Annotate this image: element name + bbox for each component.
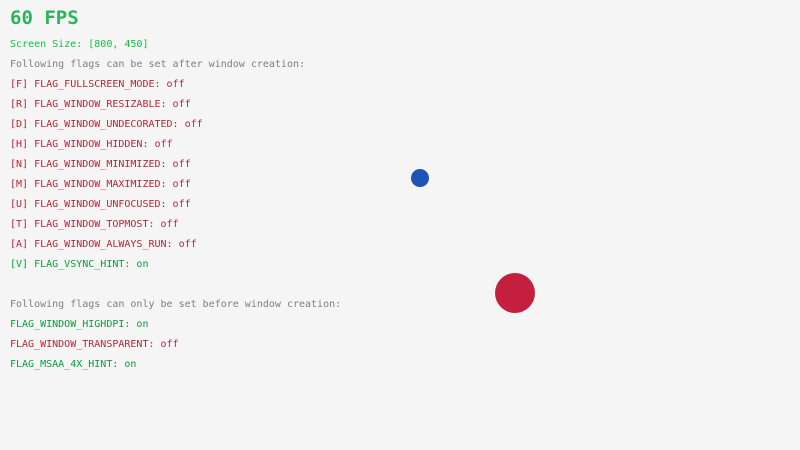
screen-size-label: Screen Size: [800, 450] (10, 39, 149, 50)
flag-state: on (124, 359, 137, 370)
flag-label: [H] FLAG_WINDOW_HIDDEN: (10, 139, 149, 150)
flag-state: on (136, 259, 149, 270)
flag-msaa-4x-hint: FLAG_MSAA_4X_HINT: on (10, 360, 136, 370)
flag-state: off (166, 79, 185, 90)
flag-state: off (160, 339, 179, 350)
flag-window-minimized: [N] FLAG_WINDOW_MINIMIZED: off (10, 160, 191, 170)
flag-window-resizable: [R] FLAG_WINDOW_RESIZABLE: off (10, 100, 191, 110)
flag-label: FLAG_WINDOW_HIGHDPI: (10, 319, 131, 330)
flag-state: off (184, 119, 203, 130)
blue-ball (411, 169, 429, 187)
flag-vsync-hint: [V] FLAG_VSYNC_HINT: on (10, 260, 148, 270)
flag-label: [A] FLAG_WINDOW_ALWAYS_RUN: (10, 239, 173, 250)
flag-state: off (172, 199, 191, 210)
flag-label: [V] FLAG_VSYNC_HINT: (10, 259, 131, 270)
flag-state: off (172, 99, 191, 110)
flag-label: [D] FLAG_WINDOW_UNDECORATED: (10, 119, 179, 130)
flag-fullscreen-mode: [F] FLAG_FULLSCREEN_MODE: off (10, 80, 185, 90)
flag-window-undecorated: [D] FLAG_WINDOW_UNDECORATED: off (10, 120, 203, 130)
flag-label: FLAG_MSAA_4X_HINT: (10, 359, 119, 370)
flag-window-transparent: FLAG_WINDOW_TRANSPARENT: off (10, 340, 179, 350)
flag-state: off (160, 219, 179, 230)
fps-counter: 60 FPS (10, 7, 79, 29)
flag-label: [T] FLAG_WINDOW_TOPMOST: (10, 219, 155, 230)
flag-window-topmost: [T] FLAG_WINDOW_TOPMOST: off (10, 220, 179, 230)
flag-window-hidden: [H] FLAG_WINDOW_HIDDEN: off (10, 140, 173, 150)
flag-label: FLAG_WINDOW_TRANSPARENT: (10, 339, 155, 350)
flag-label: [M] FLAG_WINDOW_MAXIMIZED: (10, 179, 167, 190)
section-header-after-creation: Following flags can be set after window … (10, 59, 306, 70)
flag-window-unfocused: [U] FLAG_WINDOW_UNFOCUSED: off (10, 200, 191, 210)
flag-state: on (136, 319, 149, 330)
flag-state: off (154, 139, 173, 150)
red-ball (495, 273, 535, 313)
flag-state: off (178, 239, 197, 250)
flag-window-always-run: [A] FLAG_WINDOW_ALWAYS_RUN: off (10, 240, 197, 250)
flag-label: [N] FLAG_WINDOW_MINIMIZED: (10, 159, 167, 170)
section-header-before-creation: Following flags can only be set before w… (10, 299, 342, 310)
flag-window-maximized: [M] FLAG_WINDOW_MAXIMIZED: off (10, 180, 191, 190)
flag-state: off (172, 179, 191, 190)
flag-state: off (172, 159, 191, 170)
flag-label: [R] FLAG_WINDOW_RESIZABLE: (10, 99, 167, 110)
flag-window-highdpi: FLAG_WINDOW_HIGHDPI: on (10, 320, 148, 330)
flag-label: [U] FLAG_WINDOW_UNFOCUSED: (10, 199, 167, 210)
flag-label: [F] FLAG_FULLSCREEN_MODE: (10, 79, 161, 90)
